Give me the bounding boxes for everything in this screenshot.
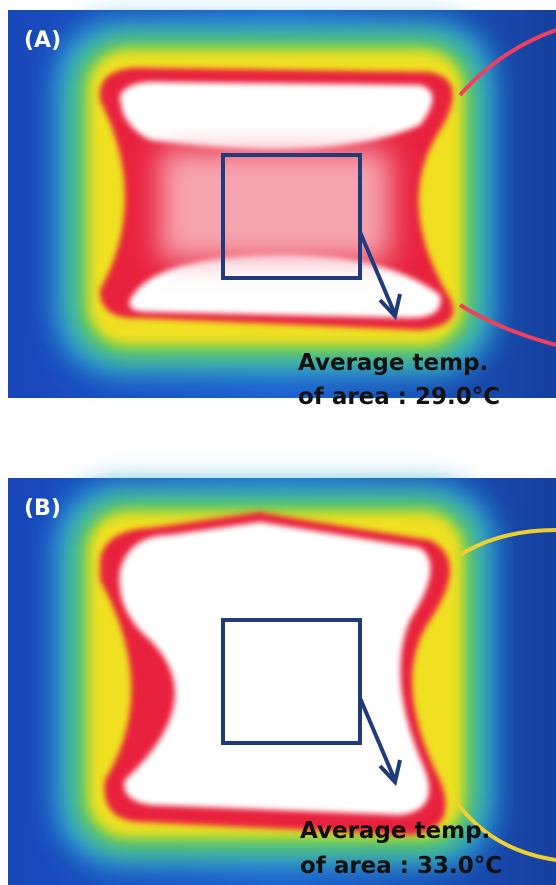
arrow — [358, 697, 402, 787]
arrow — [358, 231, 402, 321]
measurement-box — [221, 618, 362, 745]
panel-b: (B) Average temp. of area : 33.0°C — [8, 478, 556, 885]
measurement-box — [221, 153, 362, 280]
caption: of area : 29.0°C — [298, 384, 500, 410]
panel-label: (A) — [24, 28, 61, 53]
thermal-warm — [160, 150, 390, 260]
thermal-edge — [458, 303, 556, 347]
thermal-edge — [453, 798, 556, 862]
caption: of area : 33.0°C — [300, 853, 502, 879]
thermal-hottest — [129, 254, 441, 318]
panel-label: (B) — [24, 496, 61, 521]
caption: Average temp. — [298, 350, 488, 376]
thermal-edge — [458, 528, 556, 557]
thermal-hottest — [120, 81, 433, 150]
thermal-edge — [458, 28, 556, 97]
panel-a: (A) Average temp. of area : 29.0°C — [8, 10, 556, 410]
caption: Average temp. — [300, 818, 490, 844]
